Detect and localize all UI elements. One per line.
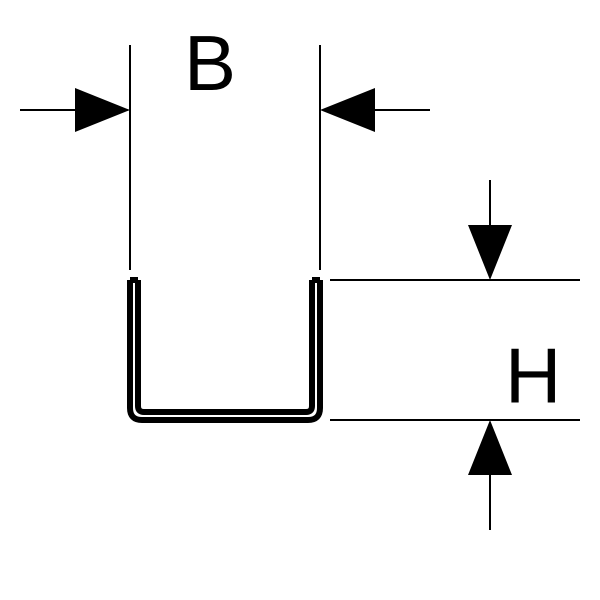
- width-label: B: [184, 19, 236, 107]
- u-channel-part: [130, 280, 320, 420]
- height-label: H: [505, 332, 561, 420]
